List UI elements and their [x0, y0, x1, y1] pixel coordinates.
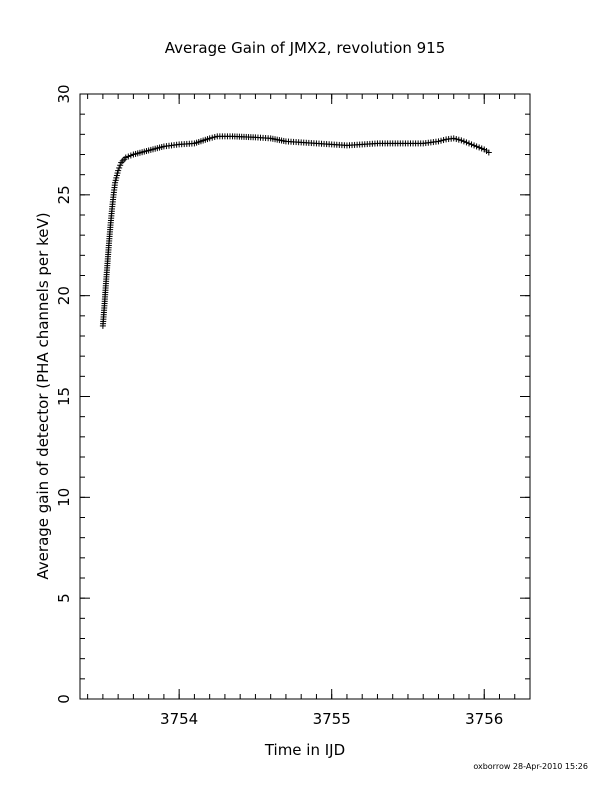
y-tick-label: 5 — [55, 593, 73, 603]
y-tick-labels: 0 5 10 15 20 25 30 — [55, 84, 73, 703]
data-point — [116, 164, 123, 171]
data-point — [211, 134, 218, 141]
footer-credit: oxborrow 28-Apr-2010 15:26 — [473, 762, 588, 771]
data-point — [485, 149, 492, 156]
data-point — [465, 140, 472, 147]
data-point — [458, 137, 465, 144]
data-point — [476, 144, 483, 151]
data-point — [435, 138, 442, 145]
data-point — [440, 137, 447, 144]
y-tick-label: 10 — [55, 488, 73, 507]
data-point — [209, 134, 216, 141]
data-point — [468, 141, 475, 148]
data-point — [127, 152, 134, 159]
x-axis-label: Time in IJD — [264, 741, 345, 759]
y-tick-label: 0 — [55, 694, 73, 704]
axis-ticks — [80, 93, 531, 700]
data-point — [460, 138, 467, 145]
x-tick-label: 3756 — [465, 710, 503, 728]
x-tick-labels: 3754 3755 3756 — [160, 710, 503, 728]
data-point — [463, 139, 470, 146]
data-point — [438, 137, 445, 144]
data-point — [125, 153, 132, 160]
y-tick-label: 30 — [55, 84, 73, 103]
y-tick-label: 20 — [55, 286, 73, 305]
x-tick-label: 3755 — [313, 710, 351, 728]
data-series — [99, 133, 492, 329]
x-tick-label: 3754 — [160, 710, 198, 728]
data-point — [471, 142, 478, 149]
y-tick-label: 15 — [55, 387, 73, 406]
data-point — [473, 143, 480, 150]
data-point — [115, 167, 122, 174]
data-point — [450, 135, 457, 142]
data-point — [117, 162, 124, 169]
data-point — [455, 136, 462, 143]
y-axis-label: Average gain of detector (PHA channels p… — [34, 212, 52, 579]
plot-frame — [79, 93, 531, 700]
data-point — [206, 135, 213, 142]
data-point — [478, 145, 485, 152]
data-point — [453, 136, 460, 143]
data-point — [122, 154, 129, 161]
y-tick-label: 25 — [55, 185, 73, 204]
chart-title: Average Gain of JMX2, revolution 915 — [165, 39, 446, 57]
